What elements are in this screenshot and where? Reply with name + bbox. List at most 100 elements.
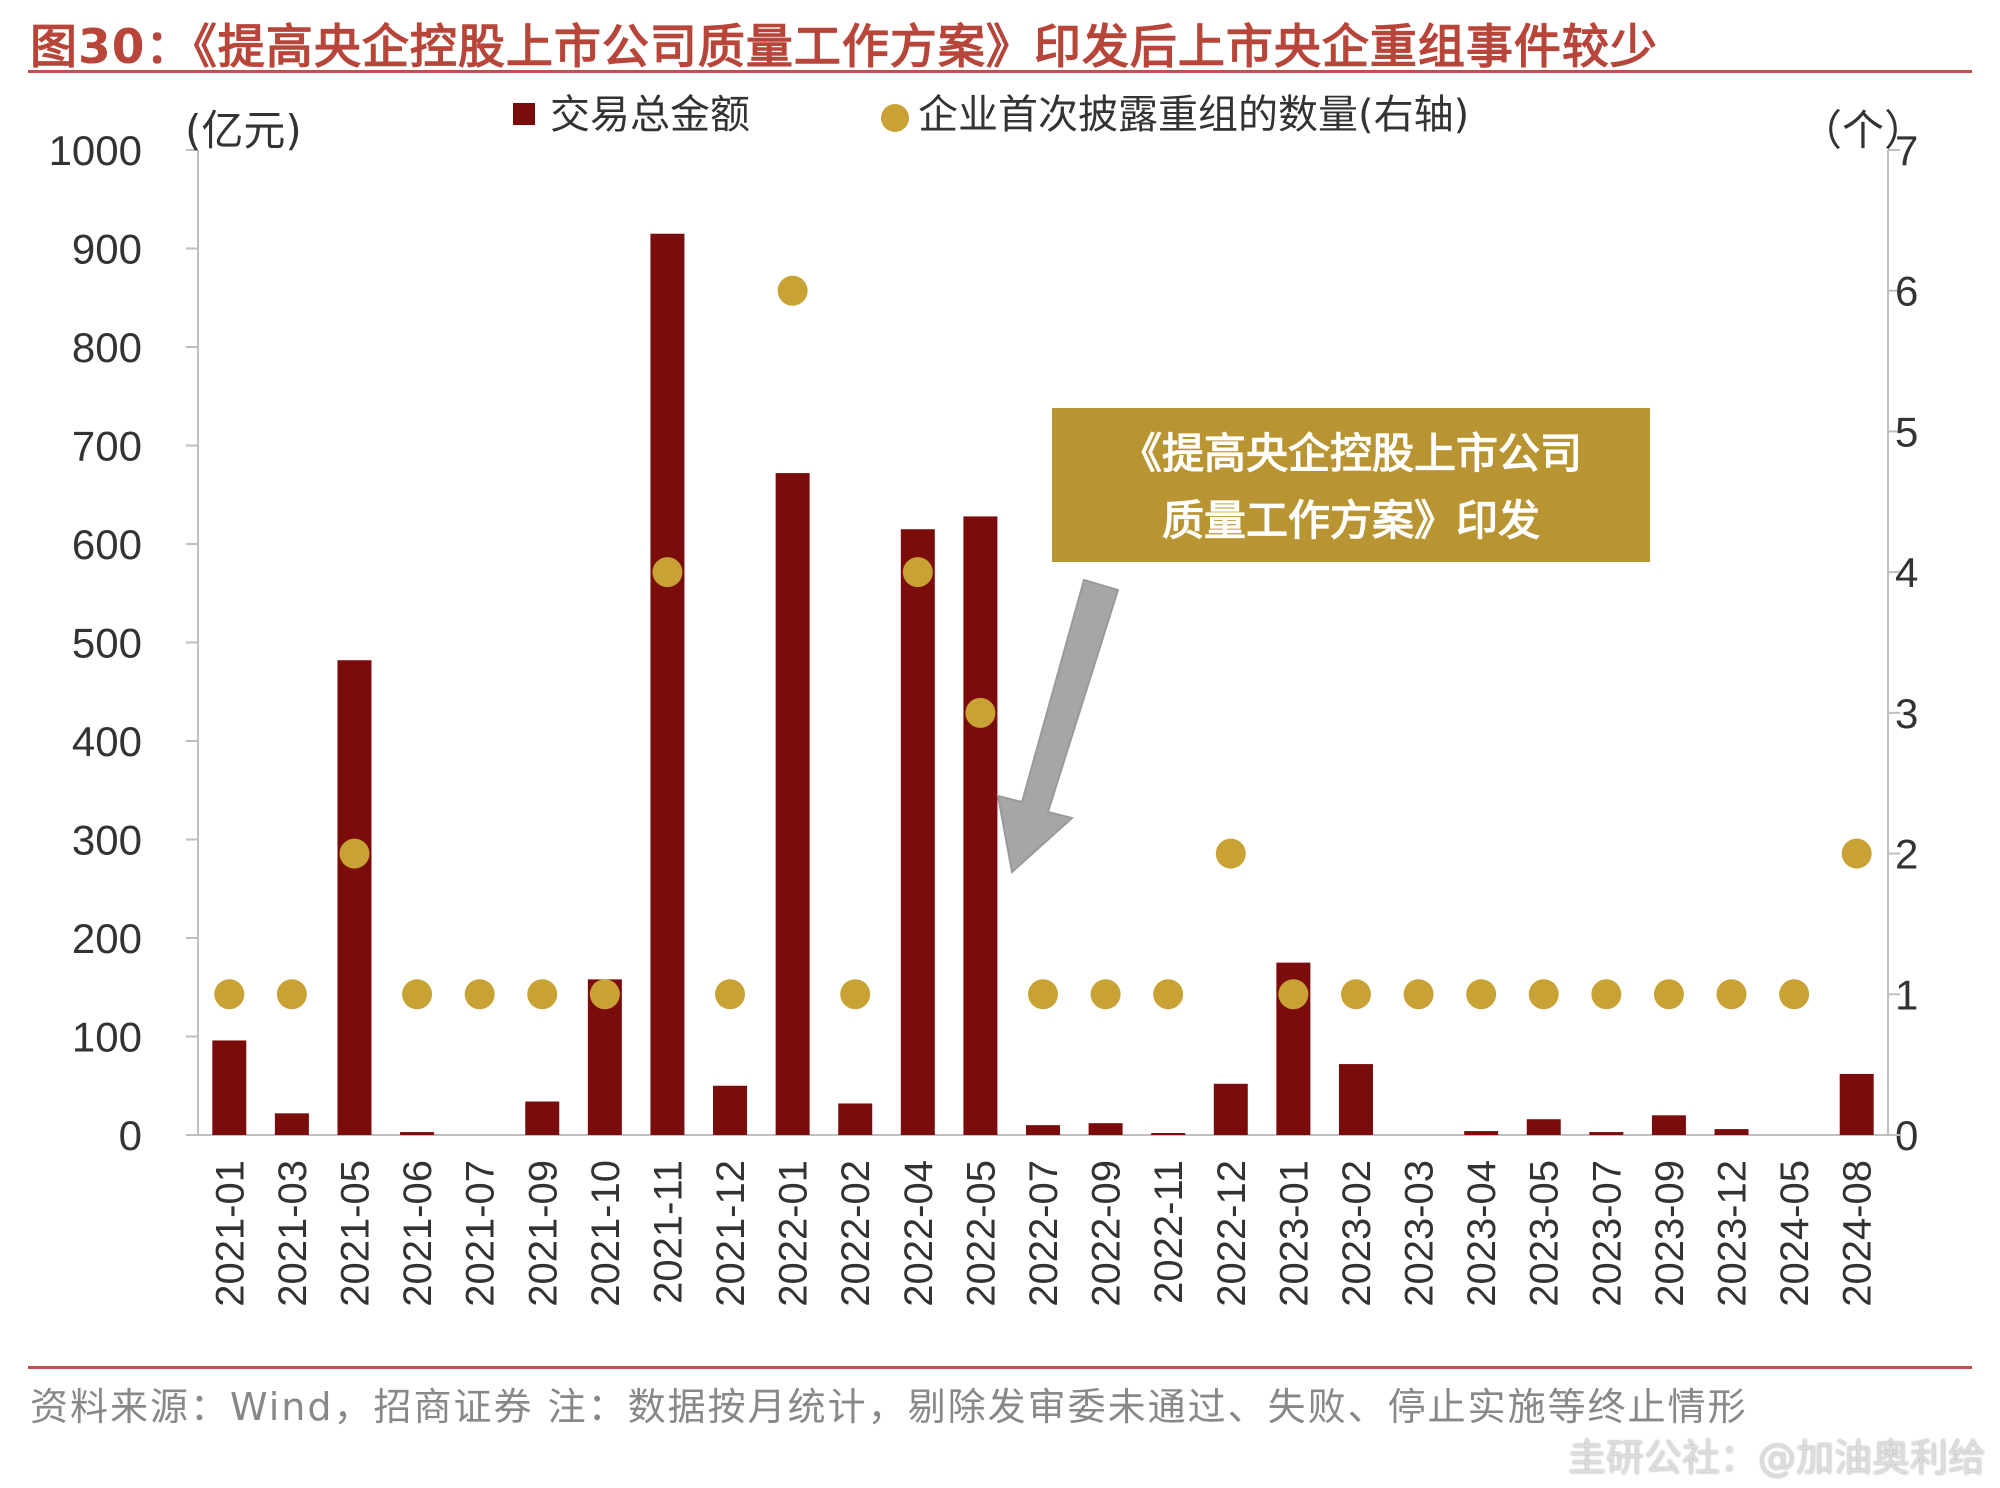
x-tick-label: 2024-08 <box>1836 1160 1880 1307</box>
x-tick-label: 2023-04 <box>1460 1160 1504 1307</box>
x-tick-label: 2022-12 <box>1210 1160 1254 1307</box>
dot-point <box>1653 979 1684 1010</box>
annotation-line2: 质量工作方案》印发 <box>1162 496 1540 545</box>
bar <box>212 1040 247 1135</box>
dot-point <box>902 557 933 588</box>
right-tick-label: 2 <box>1895 831 1918 878</box>
x-tick-label: 2023-03 <box>1398 1160 1442 1307</box>
dot-point <box>1841 838 1872 869</box>
dot-point <box>652 557 683 588</box>
x-tick-label: 2022-09 <box>1085 1160 1129 1307</box>
right-tick-label: 0 <box>1895 1112 1918 1159</box>
annotation-line1: 《提高央企控股上市公司 <box>1120 429 1582 478</box>
legend-bar-label: 交易总金额 <box>550 92 750 138</box>
chart-svg: 0 100 200 300 400 500 600 700 800 900 1000 0 1 2 3 4 5 6 7… <box>49 92 1926 1307</box>
bar <box>1151 1133 1186 1135</box>
title-divider <box>28 70 1972 73</box>
left-tick-label: 0 <box>119 1112 142 1159</box>
axes-group: 0 100 200 300 400 500 600 700 800 900 1000 0 1 2 3 4 5 6 7… <box>49 106 1926 1307</box>
dot-point <box>276 979 307 1010</box>
legend: 交易总金额 企业首次披露重组的数量(右轴) <box>513 92 1469 138</box>
right-tick-label: 6 <box>1895 268 1918 315</box>
right-tick-label: 1 <box>1895 971 1918 1018</box>
dots-group <box>214 275 1872 1010</box>
bars-group <box>212 233 1874 1136</box>
left-axis-unit: (亿元) <box>185 106 302 155</box>
x-tick-label: 2022-07 <box>1022 1160 1066 1307</box>
dot-point <box>1340 979 1371 1010</box>
right-tick-label: 4 <box>1895 549 1918 596</box>
bar <box>1526 1119 1561 1135</box>
right-tick-label: 3 <box>1895 690 1918 737</box>
x-tick-label: 2023-01 <box>1272 1160 1316 1307</box>
left-tick-label: 600 <box>72 521 142 568</box>
annotation-group: 《提高央企控股上市公司质量工作方案》印发 <box>996 408 1650 874</box>
dot-point <box>214 979 245 1010</box>
bar <box>838 1103 873 1135</box>
dot-point <box>464 979 495 1010</box>
chart-title: 图30：《提高央企控股上市公司质量工作方案》印发后上市央企重组事件较少 <box>30 20 1658 75</box>
source-note: 资料来源：Wind，招商证券 注：数据按月统计，剔除发审委未通过、失败、停止实施… <box>30 1385 1748 1429</box>
bar <box>650 233 685 1136</box>
bar <box>400 1132 435 1135</box>
dot-point <box>1090 979 1121 1010</box>
left-tick-label: 400 <box>72 718 142 765</box>
left-tick-label: 100 <box>72 1014 142 1061</box>
left-tick-label: 800 <box>72 324 142 371</box>
dot-point <box>1278 979 1309 1010</box>
left-tick-label: 1000 <box>49 127 142 174</box>
bar <box>1088 1123 1123 1135</box>
x-tick-label: 2021-01 <box>208 1160 252 1307</box>
x-tick-label: 2022-01 <box>772 1160 816 1307</box>
x-tick-label: 2024-05 <box>1773 1160 1817 1307</box>
bar <box>1464 1131 1499 1135</box>
dot-point <box>777 275 808 306</box>
dot-point <box>1466 979 1497 1010</box>
right-tick-label: 7 <box>1895 127 1918 174</box>
x-tick-label: 2021-05 <box>333 1160 377 1307</box>
dot-point <box>840 979 871 1010</box>
bar <box>1651 1115 1686 1135</box>
dot-point <box>402 979 433 1010</box>
bar <box>1589 1132 1624 1135</box>
left-tick-label: 900 <box>72 226 142 273</box>
dot-point <box>1716 979 1747 1010</box>
annotation-arrow <box>996 578 1120 874</box>
x-tick-label: 2022-05 <box>959 1160 1003 1307</box>
x-tick-label: 2021-11 <box>646 1160 690 1304</box>
dot-point <box>1591 979 1622 1010</box>
x-tick-label: 2023-07 <box>1585 1160 1629 1307</box>
x-tick-label: 2021-07 <box>459 1160 503 1307</box>
x-tick-label: 2021-12 <box>709 1160 753 1307</box>
dot-point <box>1028 979 1058 1010</box>
x-tick-label: 2021-09 <box>521 1160 565 1307</box>
bar <box>713 1085 748 1135</box>
dot-point <box>1403 979 1434 1010</box>
left-tick-label: 700 <box>72 423 142 470</box>
legend-bar-swatch <box>513 103 535 125</box>
left-tick-label: 500 <box>72 620 142 667</box>
dot-point <box>965 697 996 728</box>
legend-dot-swatch <box>881 104 909 132</box>
bar <box>1213 1083 1248 1135</box>
dot-point <box>527 979 558 1010</box>
x-tick-label: 2023-12 <box>1711 1160 1755 1307</box>
x-tick-label: 2022-04 <box>897 1160 941 1307</box>
x-tick-label: 2022-11 <box>1147 1160 1191 1304</box>
bar <box>775 473 810 1136</box>
watermark: 圭研公社：@加油奥利给 <box>1567 1436 1986 1480</box>
x-tick-label: 2021-10 <box>584 1160 628 1307</box>
dot-point <box>1153 979 1184 1010</box>
dot-point <box>589 979 620 1010</box>
right-tick-label: 5 <box>1895 408 1918 455</box>
bar <box>1338 1064 1373 1135</box>
dot-point <box>1215 838 1246 869</box>
bar <box>1839 1073 1874 1135</box>
x-tick-label: 2022-02 <box>834 1160 878 1307</box>
right-axis-unit: （个） <box>1800 106 1926 155</box>
bar <box>337 660 372 1135</box>
dot-point <box>339 838 370 869</box>
bar <box>274 1113 309 1135</box>
left-tick-label: 300 <box>72 817 142 864</box>
bar <box>900 529 935 1135</box>
